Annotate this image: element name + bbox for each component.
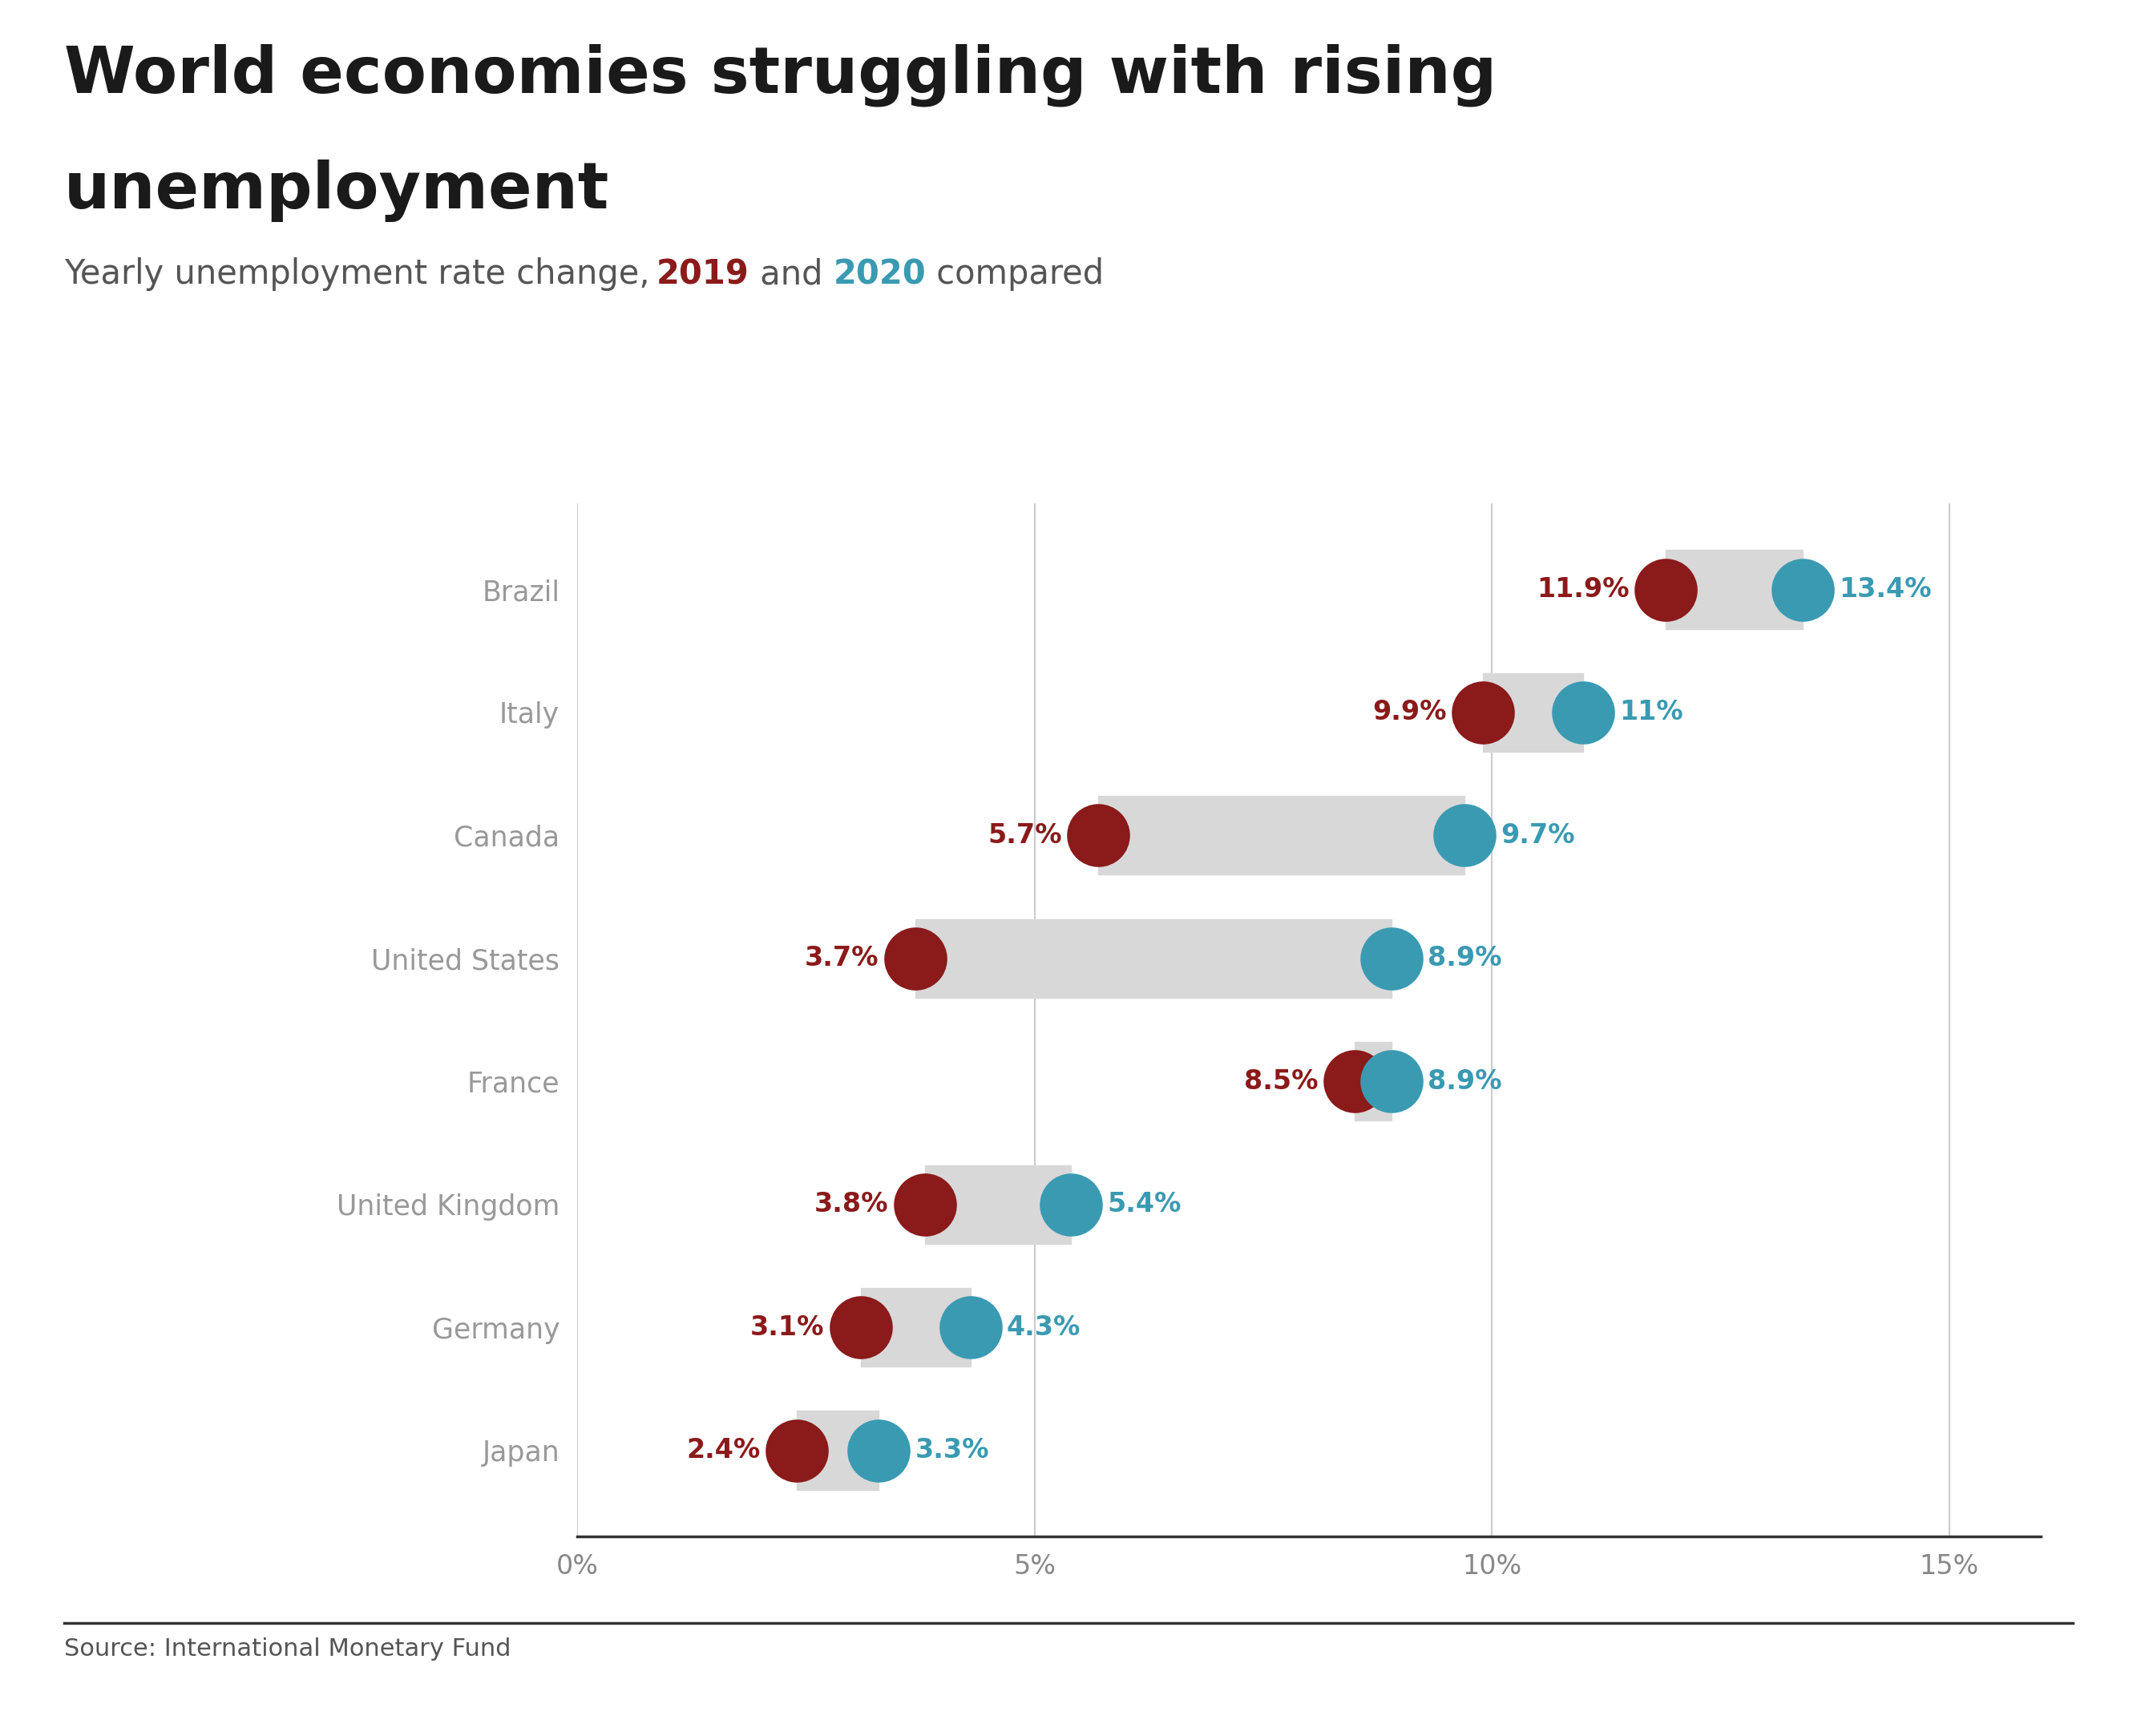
Text: 13.4%: 13.4% [1840, 576, 1932, 602]
Text: 2.4%: 2.4% [686, 1437, 761, 1463]
Point [1081, 821, 1116, 849]
Text: 8.5%: 8.5% [1244, 1068, 1319, 1095]
Point [908, 1191, 942, 1219]
Text: Source: International Monetary Fund: Source: International Monetary Fund [64, 1637, 511, 1660]
Point [1338, 1068, 1372, 1095]
Text: 8.9%: 8.9% [1428, 1068, 1502, 1095]
Point [861, 1436, 895, 1463]
Text: 2019: 2019 [656, 257, 750, 292]
Text: 3.7%: 3.7% [806, 944, 878, 972]
Text: and: and [750, 257, 833, 292]
Text: 5.7%: 5.7% [987, 823, 1062, 849]
Text: World economies struggling with rising: World economies struggling with rising [64, 43, 1496, 106]
Point [1054, 1191, 1088, 1219]
Point [1374, 944, 1408, 972]
Text: 5.4%: 5.4% [1107, 1191, 1182, 1217]
Text: 2020: 2020 [833, 257, 925, 292]
Text: 11.9%: 11.9% [1537, 576, 1628, 602]
Text: 9.9%: 9.9% [1372, 700, 1447, 726]
Point [1374, 1068, 1408, 1095]
Point [1566, 698, 1601, 726]
Point [844, 1314, 878, 1342]
Point [1787, 576, 1821, 604]
Text: 9.7%: 9.7% [1500, 823, 1575, 849]
Text: 3.1%: 3.1% [750, 1314, 825, 1340]
Text: Yearly unemployment rate change,: Yearly unemployment rate change, [64, 257, 656, 292]
Point [1447, 821, 1481, 849]
Text: 8.9%: 8.9% [1428, 944, 1502, 972]
Point [1466, 698, 1500, 726]
Point [953, 1314, 987, 1342]
Text: unemployment: unemployment [64, 160, 609, 222]
Text: 3.3%: 3.3% [915, 1437, 989, 1463]
Text: 11%: 11% [1620, 700, 1684, 726]
Text: compared: compared [925, 257, 1105, 292]
Point [780, 1436, 814, 1463]
Text: 3.8%: 3.8% [814, 1191, 889, 1217]
Point [898, 944, 932, 972]
Text: 4.3%: 4.3% [1007, 1314, 1081, 1340]
Text: BBC: BBC [1925, 1646, 2024, 1684]
Point [1648, 576, 1682, 604]
